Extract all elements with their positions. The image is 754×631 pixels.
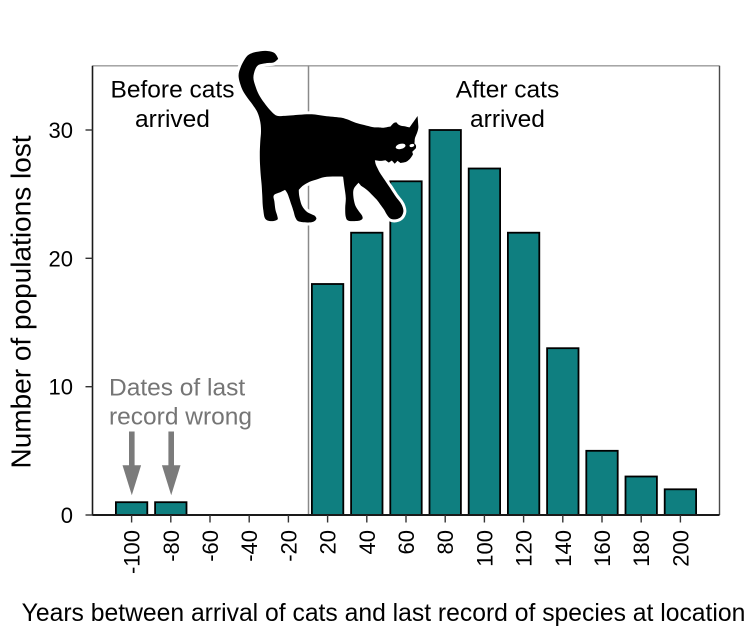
svg-text:-60: -60 xyxy=(198,530,223,562)
svg-text:Number of populations lost: Number of populations lost xyxy=(6,135,37,468)
svg-text:60: 60 xyxy=(394,530,419,554)
svg-text:Before cats: Before cats xyxy=(111,76,235,103)
svg-text:10: 10 xyxy=(49,375,73,400)
svg-text:140: 140 xyxy=(551,530,576,567)
svg-text:-100: -100 xyxy=(120,530,145,574)
svg-text:80: 80 xyxy=(433,530,458,554)
svg-text:200: 200 xyxy=(668,530,693,567)
svg-text:20: 20 xyxy=(49,246,73,271)
svg-text:-80: -80 xyxy=(159,530,184,562)
svg-text:arrived: arrived xyxy=(135,106,210,133)
svg-text:arrived: arrived xyxy=(470,106,545,133)
svg-text:After cats: After cats xyxy=(456,76,559,103)
svg-text:-40: -40 xyxy=(237,530,262,562)
svg-text:120: 120 xyxy=(512,530,537,567)
svg-text:160: 160 xyxy=(590,530,615,567)
svg-text:Years between arrival of cats: Years between arrival of cats and last r… xyxy=(22,600,746,627)
svg-text:record wrong: record wrong xyxy=(109,404,252,431)
svg-text:0: 0 xyxy=(61,503,73,528)
svg-text:20: 20 xyxy=(316,530,341,554)
svg-text:30: 30 xyxy=(49,118,73,143)
svg-text:Dates of last: Dates of last xyxy=(109,375,245,402)
svg-text:40: 40 xyxy=(355,530,380,554)
svg-text:180: 180 xyxy=(629,530,654,567)
svg-text:100: 100 xyxy=(472,530,497,567)
svg-text:-20: -20 xyxy=(276,530,301,562)
